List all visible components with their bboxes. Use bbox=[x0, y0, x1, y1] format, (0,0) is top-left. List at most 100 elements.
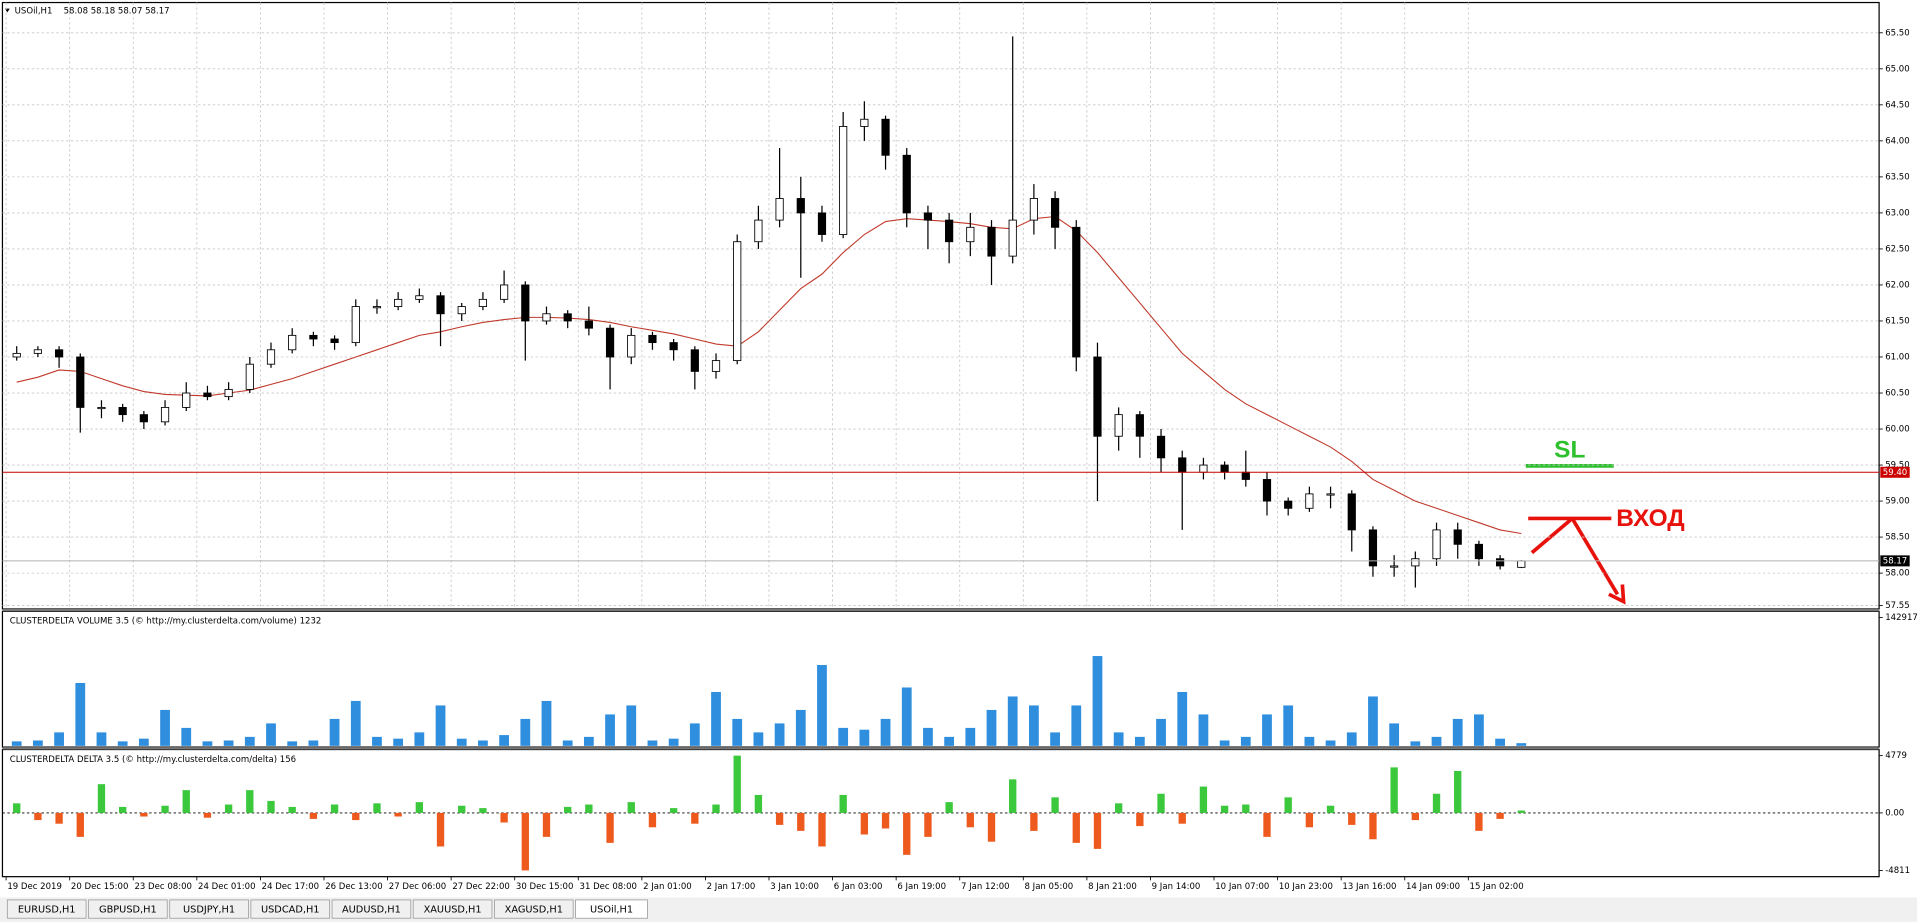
volume-bar bbox=[1219, 740, 1230, 746]
volume-bar bbox=[880, 718, 891, 746]
volume-bar bbox=[435, 705, 446, 746]
candle-body bbox=[118, 406, 127, 416]
delta-bar bbox=[1390, 767, 1398, 813]
volume-bar bbox=[774, 723, 785, 746]
volume-bar bbox=[266, 723, 276, 746]
candle-body bbox=[351, 306, 360, 344]
delta-bar bbox=[352, 812, 360, 821]
candle-body bbox=[1432, 529, 1441, 560]
y-tick-label: 64.50 bbox=[1885, 100, 1909, 110]
delta-bar bbox=[1009, 779, 1017, 813]
tab[interactable] bbox=[412, 899, 493, 919]
candle-body bbox=[1220, 464, 1229, 473]
level-label-box bbox=[1880, 466, 1910, 478]
delta-bar bbox=[13, 803, 21, 813]
volume-bar bbox=[1156, 718, 1166, 746]
tab[interactable] bbox=[169, 899, 249, 919]
candle-body bbox=[139, 414, 148, 423]
delta-bar bbox=[733, 755, 741, 813]
delta-bar bbox=[76, 812, 84, 837]
volume-bar bbox=[1262, 714, 1272, 746]
volume-bar bbox=[287, 741, 298, 746]
y-tick-label: 62.00 bbox=[1885, 280, 1909, 290]
y-tick-label: 4779 bbox=[1885, 751, 1907, 761]
volume-bar bbox=[1283, 705, 1294, 746]
tab[interactable] bbox=[6, 899, 87, 919]
delta-bar bbox=[330, 804, 339, 813]
x-tick-label: 30 Dec 15:00 bbox=[516, 882, 573, 892]
y-tick-label: 142917 bbox=[1885, 613, 1917, 623]
volume-bar bbox=[33, 740, 43, 746]
tab-label[interactable]: EURUSD,H1 bbox=[18, 905, 76, 916]
volume-bar bbox=[753, 732, 764, 746]
annotation: SL bbox=[1554, 437, 1585, 464]
tab-label[interactable]: USOil,H1 bbox=[590, 905, 633, 916]
candle-body bbox=[1050, 198, 1060, 228]
panel-title: CLUSTERDELTA VOLUME 3.5 (© http://my.clu… bbox=[10, 617, 322, 627]
delta-bar bbox=[458, 805, 466, 813]
tab-label[interactable]: GBPUSD,H1 bbox=[99, 905, 157, 916]
tab[interactable] bbox=[88, 899, 168, 919]
volume-bar bbox=[1474, 714, 1484, 746]
y-tick-label: 62.50 bbox=[1885, 244, 1909, 254]
volume-bar bbox=[901, 687, 912, 746]
candle-body bbox=[1305, 493, 1314, 509]
candle-body bbox=[1156, 435, 1166, 459]
candle-body bbox=[1114, 414, 1123, 437]
delta-bar bbox=[1114, 803, 1123, 813]
candle-body bbox=[1390, 565, 1399, 568]
delta-bar bbox=[1305, 812, 1314, 828]
annotation: ВХОД bbox=[1616, 505, 1684, 532]
volume-bar bbox=[478, 740, 488, 746]
volume-bar bbox=[499, 735, 509, 746]
tab[interactable] bbox=[331, 899, 412, 919]
delta-bar bbox=[945, 802, 953, 813]
x-tick-label: 31 Dec 08:00 bbox=[580, 882, 637, 892]
candle-body bbox=[1262, 479, 1272, 502]
candle-body bbox=[521, 284, 530, 322]
tab-label[interactable]: AUDUSD,H1 bbox=[342, 905, 401, 916]
candle-body bbox=[1517, 560, 1526, 568]
delta-bar bbox=[564, 806, 572, 813]
delta-bar bbox=[203, 812, 212, 818]
tab-label[interactable]: XAUUSD,H1 bbox=[424, 905, 482, 916]
tab[interactable] bbox=[575, 899, 648, 919]
delta-bar bbox=[966, 812, 974, 828]
candle-body bbox=[372, 306, 382, 309]
delta-bar bbox=[521, 812, 529, 871]
delta-bar bbox=[288, 806, 296, 813]
volume-bar bbox=[689, 723, 700, 746]
volume-bar bbox=[1452, 718, 1463, 746]
candle-body bbox=[923, 212, 933, 221]
candle-body bbox=[542, 313, 551, 322]
tab-label[interactable]: USDJPY,H1 bbox=[183, 905, 235, 916]
chart-title: USOil,H1 bbox=[15, 7, 53, 17]
candle-body bbox=[1284, 500, 1293, 509]
delta-bar bbox=[1093, 812, 1102, 849]
delta-bar bbox=[839, 794, 847, 813]
x-tick-label: 27 Dec 22:00 bbox=[452, 882, 509, 892]
volume-bar bbox=[1134, 736, 1145, 746]
tab[interactable] bbox=[493, 899, 574, 919]
delta-bar bbox=[987, 812, 996, 842]
delta-bar bbox=[394, 812, 402, 817]
tab[interactable] bbox=[250, 899, 331, 919]
volume-bar bbox=[1410, 741, 1421, 746]
tab-label[interactable]: XAGUSD,H1 bbox=[505, 905, 563, 916]
candle-body bbox=[415, 295, 424, 300]
y-tick-label: 58.00 bbox=[1885, 569, 1909, 579]
tab-label[interactable]: USDCAD,H1 bbox=[261, 905, 320, 916]
candle-body bbox=[266, 349, 276, 365]
volume-bar bbox=[308, 740, 319, 746]
x-tick-label: 20 Dec 15:00 bbox=[71, 882, 128, 892]
x-tick-label: 8 Jan 05:00 bbox=[1025, 882, 1074, 892]
candle-body bbox=[605, 327, 615, 358]
x-tick-label: 3 Jan 10:00 bbox=[770, 882, 819, 892]
volume-bar bbox=[965, 727, 976, 746]
candle-body bbox=[182, 392, 191, 408]
volume-bar bbox=[1198, 714, 1209, 746]
candle-body bbox=[224, 388, 233, 398]
x-tick-label: 19 Dec 2019 bbox=[7, 882, 62, 892]
delta-bar bbox=[1263, 812, 1271, 837]
